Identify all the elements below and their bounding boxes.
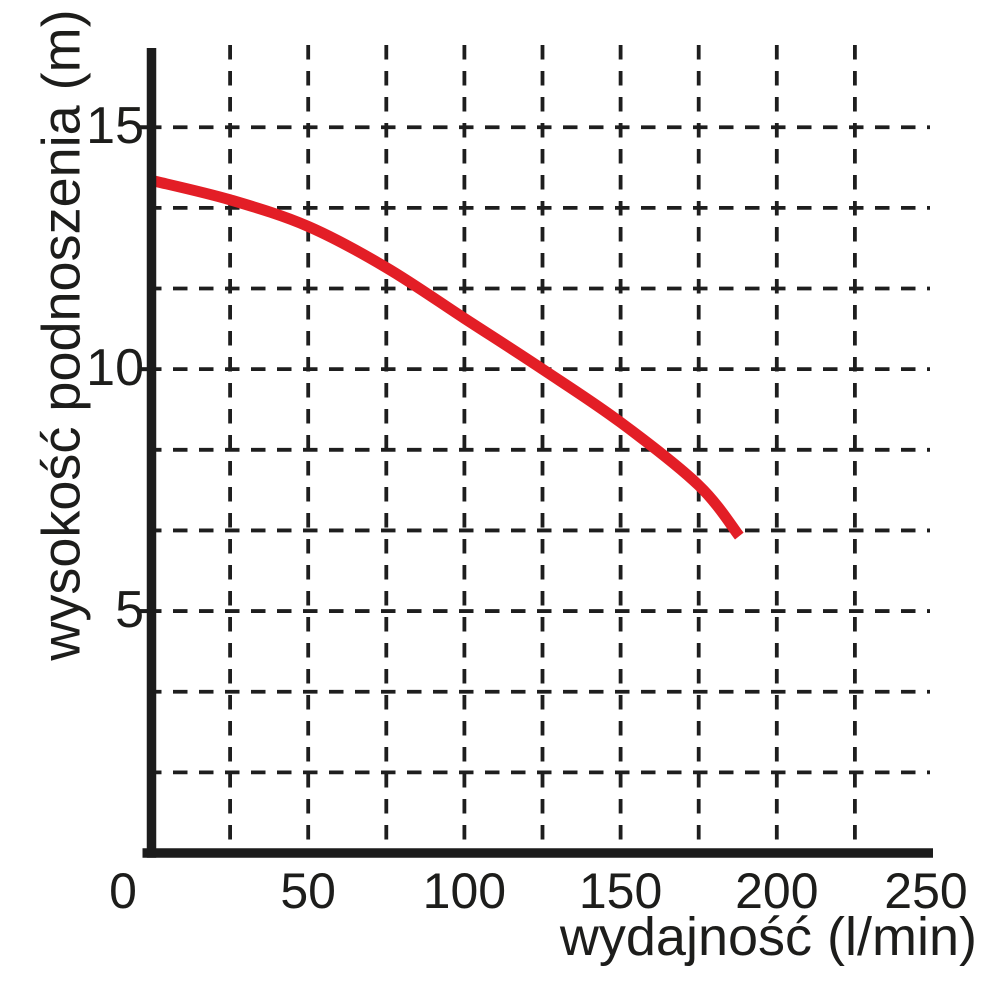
y-tick-label: 10 [86, 339, 144, 398]
pump-curve [150, 175, 744, 540]
axis-ticks [138, 125, 152, 614]
x-tick-label: 100 [422, 863, 507, 919]
x-axis-title: wydajność (l/min) [559, 907, 977, 967]
x-tick-label: 200 [735, 863, 819, 919]
x-tick-label: 0 [109, 863, 137, 919]
y-tick-label: 15 [86, 97, 144, 156]
data-series [150, 175, 744, 540]
x-tick-label: 50 [280, 863, 336, 919]
x-tick-label: 150 [578, 863, 663, 919]
gridlines [147, 45, 930, 849]
y-axis-title: wysokość podnoszenia (m) [31, 9, 92, 661]
axes [142, 48, 933, 858]
y-tick-label: 5 [115, 581, 144, 640]
x-tick-label: 250 [884, 863, 968, 919]
